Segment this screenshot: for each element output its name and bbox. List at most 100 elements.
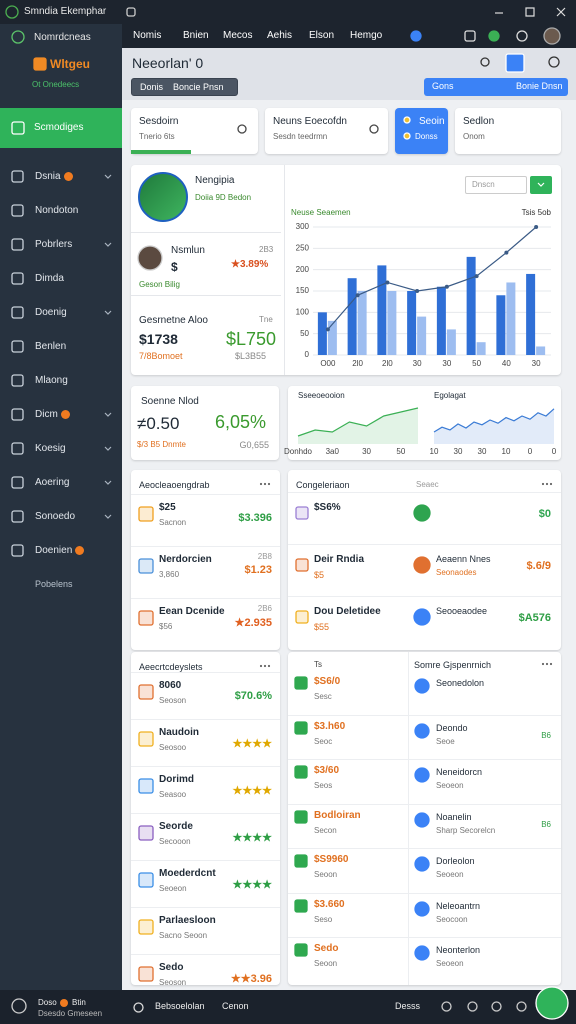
nav-item[interactable]: Doenig	[0, 300, 122, 326]
nav-label: Doenig	[35, 307, 67, 318]
separator	[288, 492, 561, 493]
nav-icon-shape	[11, 340, 24, 353]
x-tick-label: 50	[472, 359, 481, 368]
area	[434, 408, 554, 444]
row-amount-sub: Secon	[314, 825, 337, 835]
x-tick-label: 30	[454, 447, 463, 456]
status-icon-shape	[413, 504, 431, 522]
button[interactable]: Donis	[140, 82, 164, 92]
nav-item[interactable]: Sonoedo	[0, 504, 122, 530]
search-input[interactable]: Dnscn	[465, 176, 527, 194]
window-control[interactable]	[556, 7, 566, 17]
product-name: Nengipia	[195, 175, 235, 186]
nav-link[interactable]: Nomis	[133, 30, 162, 41]
search-button[interactable]	[530, 176, 552, 194]
row-value: ★★3.96	[230, 973, 272, 985]
refresh-icon	[369, 124, 379, 134]
separator	[288, 544, 561, 545]
nav-item[interactable]: Dsnia	[0, 164, 122, 190]
row-icon-shape	[294, 720, 308, 735]
status-icon-shape	[414, 856, 430, 872]
row-bottom: Seoson	[159, 978, 187, 987]
card-sub: Tnerio 6ts	[139, 132, 175, 141]
status-icon-shape	[414, 811, 430, 828]
tab[interactable]: Cenon	[222, 1001, 249, 1011]
nav-icon-shape	[11, 238, 24, 251]
bar	[496, 295, 506, 355]
row-icon	[138, 684, 154, 700]
nav-link[interactable]: Aehis	[267, 30, 293, 41]
fab[interactable]	[535, 986, 569, 1020]
separator	[288, 759, 561, 760]
sidebar: Nomrdcneas Wltgeu Ot Onedeecs Scmodiges Dsni…	[0, 24, 122, 990]
nav-active[interactable]: Scmodiges	[0, 108, 122, 148]
card: Seoin Donss	[395, 108, 448, 154]
nav-icon	[11, 121, 25, 135]
dot	[267, 482, 271, 486]
area	[298, 408, 418, 444]
bar	[417, 316, 427, 355]
nav-icon-shape	[11, 442, 24, 455]
chevron-shape	[104, 446, 112, 451]
button[interactable]: Bonie Dnsn	[516, 81, 563, 91]
row-icon-shape	[138, 610, 154, 626]
nav-item[interactable]: Doenien	[0, 538, 122, 564]
nav-icon	[11, 374, 24, 387]
card: Somre Gjspenrnich Ts $S6/0 Sesc Seonedolon $3…	[288, 652, 561, 985]
tray-icon	[467, 1001, 478, 1012]
nav-item[interactable]: Mlaong	[0, 368, 122, 394]
nav-item[interactable]: Nondoton	[0, 198, 122, 224]
nav-label: Nondoton	[35, 205, 79, 216]
row-value: $.6/9	[526, 560, 551, 572]
status-icon	[414, 945, 430, 961]
x-tick-label: 10	[430, 447, 439, 456]
nav-item[interactable]: Benlen	[0, 334, 122, 360]
nav-item[interactable]: Aoering	[0, 470, 122, 496]
divider	[131, 232, 281, 233]
line-point	[355, 293, 360, 298]
card-title[interactable]: Neuns Eoecofdn	[273, 116, 347, 127]
nav-link[interactable]: Elson	[309, 30, 335, 41]
row-top: $S6%	[314, 502, 341, 513]
badge	[60, 999, 68, 1007]
stat-title: Soenne Nlod	[141, 396, 199, 407]
nav-item[interactable]: Pobrlers	[0, 232, 122, 258]
button-group: Donis Boncie Pnsn	[131, 78, 238, 96]
settings-icon	[516, 30, 528, 42]
nav-icon-shape	[11, 408, 24, 421]
card-title[interactable]: Sedlon	[463, 116, 495, 127]
row-top: Sedo	[159, 962, 184, 973]
line	[297, 407, 419, 437]
nav-link[interactable]: Bnien	[183, 30, 209, 41]
button[interactable]: Boncie Pnsn	[173, 82, 224, 92]
nav-item[interactable]: Dicm	[0, 402, 122, 428]
nav-link[interactable]: Hemgo	[350, 30, 383, 41]
row-icon	[138, 919, 154, 935]
row-amount-sub: Seos	[314, 781, 333, 790]
dot	[545, 482, 549, 486]
nav-link[interactable]: Mecos	[223, 30, 253, 41]
x-tick-label: 30	[362, 447, 371, 456]
window-control[interactable]	[494, 7, 504, 17]
separator	[131, 860, 280, 861]
search-field[interactable]: Bebsoelolan	[155, 1001, 205, 1011]
button[interactable]: Gons	[432, 81, 454, 91]
badge	[61, 410, 70, 419]
y-tick-label: 0	[305, 350, 310, 359]
row-name-sub: Seoeon	[436, 781, 464, 790]
card-title[interactable]: Seoin	[419, 116, 445, 127]
nav-item[interactable]: Dimda	[0, 266, 122, 292]
bottom-logo	[11, 998, 27, 1014]
nav-label: Benlen	[35, 341, 67, 352]
badge	[64, 172, 73, 181]
separator	[131, 719, 280, 720]
card-title[interactable]: Sesdoirn	[139, 116, 179, 127]
nav-item[interactable]: Koesig	[0, 436, 122, 462]
status-icon-shape	[488, 30, 500, 42]
window-control[interactable]	[525, 7, 535, 17]
row-bottom: Seoeon	[159, 884, 187, 893]
stat-sub: $/3 B5 Dnmte	[137, 440, 186, 449]
chevron	[104, 480, 112, 485]
action-icon	[548, 56, 560, 68]
